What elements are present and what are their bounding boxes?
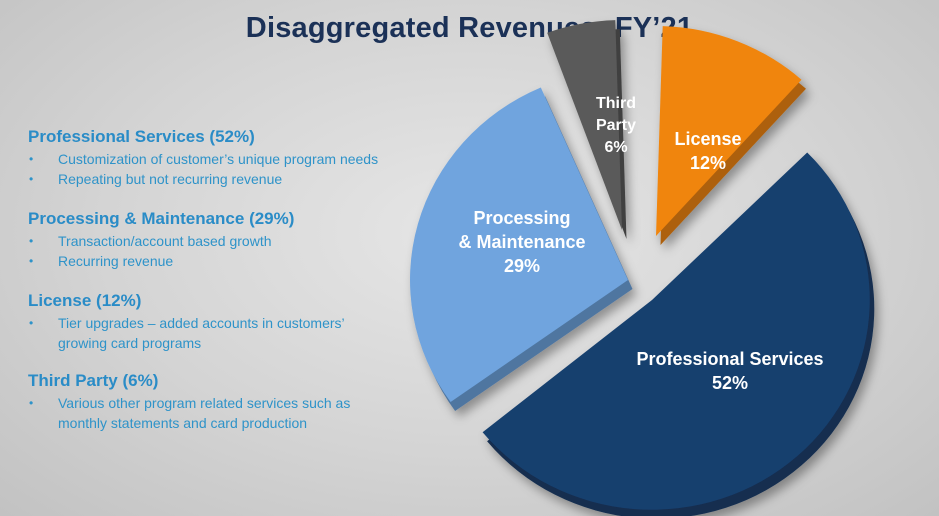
slice-processing-maintenance [410,87,633,411]
slice-license [656,26,806,245]
slice-label-license: 12% [690,153,726,173]
slice-label-processing-maintenance: & Maintenance [458,232,585,252]
legend-bullet: Various other program related services s… [28,393,388,433]
legend-group-license: License (12%) Tier upgrades – added acco… [28,290,428,353]
legend: Professional Services (52%) Customizatio… [28,126,428,452]
legend-group-processing-maintenance: Processing & Maintenance (29%) Transacti… [28,208,428,271]
slice-label-third-party: Party [596,117,636,134]
legend-bullet: Customization of customer’s unique progr… [28,149,428,169]
slice-label-third-party: Third [596,95,636,112]
slice-label-professional-services: 52% [712,373,748,393]
slice-top-third-party [547,20,622,230]
slice-label-third-party: 6% [604,139,627,156]
slice-label-license: License [674,129,741,149]
slice-label-processing-maintenance: 29% [504,256,540,276]
legend-bullet: Recurring revenue [28,251,428,271]
slice-label-professional-services: Professional Services [636,349,823,369]
legend-heading: Professional Services (52%) [28,127,255,146]
legend-bullet: Tier upgrades – added accounts in custom… [28,313,388,353]
slice-top-professional-services [482,152,870,510]
legend-bullet: Repeating but not recurring revenue [28,169,428,189]
slice-third-party [547,20,627,239]
legend-heading: Third Party (6%) [28,371,159,390]
legend-heading: License (12%) [28,291,142,310]
slice-label-processing-maintenance: Processing [473,208,570,228]
legend-group-professional-services: Professional Services (52%) Customizatio… [28,126,428,189]
legend-bullet: Transaction/account based growth [28,231,428,251]
legend-heading: Processing & Maintenance (29%) [28,209,295,228]
legend-group-third-party: Third Party (6%) Various other program r… [28,370,428,433]
slice-top-license [656,26,802,236]
slice-top-processing-maintenance [410,87,628,402]
slice-professional-services [482,152,875,516]
